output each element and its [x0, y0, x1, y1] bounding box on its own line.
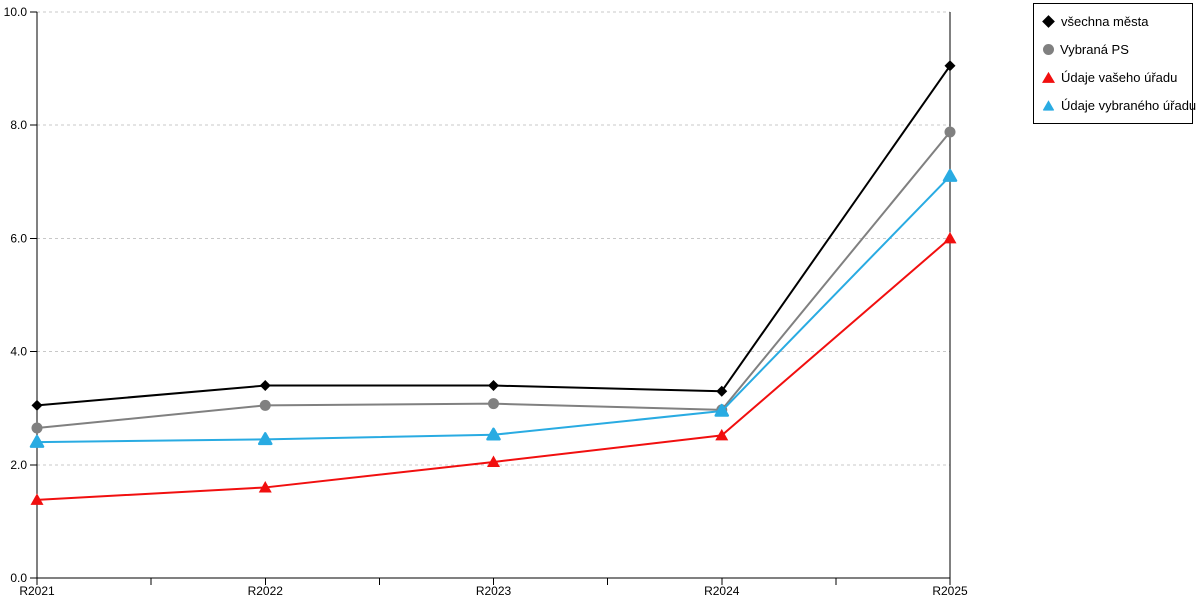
- x-tick-label: R2024: [704, 584, 740, 598]
- x-tick-label: R2021: [19, 584, 55, 598]
- diamond-marker-icon: [488, 380, 499, 392]
- circle-marker-icon: [259, 399, 271, 411]
- triangle-marker-icon: [1042, 71, 1055, 83]
- triangle-marker-icon: [1042, 100, 1055, 111]
- legend: všechna města Vybraná PS Údaje vašeho úřad…: [1033, 3, 1196, 124]
- circle-marker-icon: [31, 422, 43, 434]
- triangle-round-marker-icon: [258, 432, 273, 446]
- x-tick-label: R2023: [476, 584, 512, 598]
- diamond-marker-icon: [259, 380, 271, 392]
- diamond-marker-icon: [1042, 15, 1055, 29]
- x-tick-label: R2025: [932, 584, 968, 598]
- y-tick-label: 8.0: [10, 118, 27, 132]
- legend-item-label: Údaje vybraného úřadu: [1061, 97, 1197, 113]
- circle-marker-icon: [488, 398, 499, 410]
- triangle-marker-icon: [943, 231, 957, 244]
- triangle-marker-icon: [258, 480, 272, 493]
- legend-item-label: Vybraná PS: [1060, 42, 1129, 58]
- x-tick-label: R2022: [248, 584, 284, 598]
- triangle-round-marker-icon: [714, 403, 729, 417]
- legend-item: Údaje vybraného úřadu: [1042, 98, 1196, 113]
- legend-item-label: Údaje vašeho úřadu: [1061, 69, 1178, 85]
- diamond-marker-icon: [31, 399, 43, 411]
- triangle-marker-icon: [715, 428, 729, 441]
- legend-item: všechna města: [1042, 14, 1186, 29]
- triangle-round-marker-icon: [486, 427, 501, 441]
- triangle-round-marker-icon: [942, 168, 958, 182]
- triangle-round-marker-icon: [29, 434, 45, 448]
- y-tick-label: 10.0: [4, 5, 28, 19]
- y-tick-label: 4.0: [10, 345, 27, 359]
- legend-item: Údaje vašeho úřadu: [1042, 70, 1186, 85]
- y-tick-label: 6.0: [10, 231, 27, 245]
- circle-marker-icon: [944, 126, 956, 138]
- series-line: [36, 65, 951, 407]
- triangle-marker-icon: [30, 493, 44, 505]
- y-tick-label: 2.0: [10, 458, 27, 472]
- triangle-marker-icon: [487, 455, 500, 467]
- legend-item: Vybraná PS: [1042, 42, 1186, 57]
- y-tick-label: 0.0: [10, 571, 27, 585]
- circle-marker-icon: [1043, 44, 1054, 56]
- diamond-marker-icon: [944, 60, 956, 72]
- legend-item-label: všechna města: [1061, 14, 1149, 30]
- diamond-marker-icon: [716, 385, 728, 397]
